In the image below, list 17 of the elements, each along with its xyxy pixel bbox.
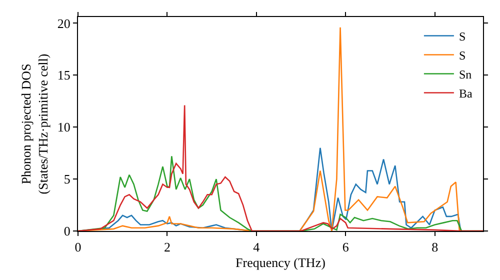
legend-label: S (458, 48, 466, 62)
y-axis-title: Phonon projected DOS (States/THz·primitive cell) (18, 54, 50, 194)
y-tick-label: 10 (57, 120, 70, 135)
x-tick-label: 2 (164, 240, 170, 255)
y-tick-label: 5 (64, 172, 70, 187)
x-tick-label: 4 (253, 240, 260, 255)
x-tick-label: 0 (74, 240, 82, 255)
x-tick-label: 8 (432, 240, 438, 255)
y-tick-label: 0 (64, 224, 70, 239)
legend-label: Ba (458, 86, 473, 100)
y-tick-label: 20 (57, 16, 70, 31)
x-tick-label: 6 (342, 240, 350, 255)
legend-label: S (458, 29, 466, 44)
legend-label: Sn (458, 67, 472, 82)
y-tick-label: 15 (57, 68, 70, 83)
x-axis-title: Frequency (THz) (236, 255, 326, 270)
line-series (78, 104, 483, 231)
